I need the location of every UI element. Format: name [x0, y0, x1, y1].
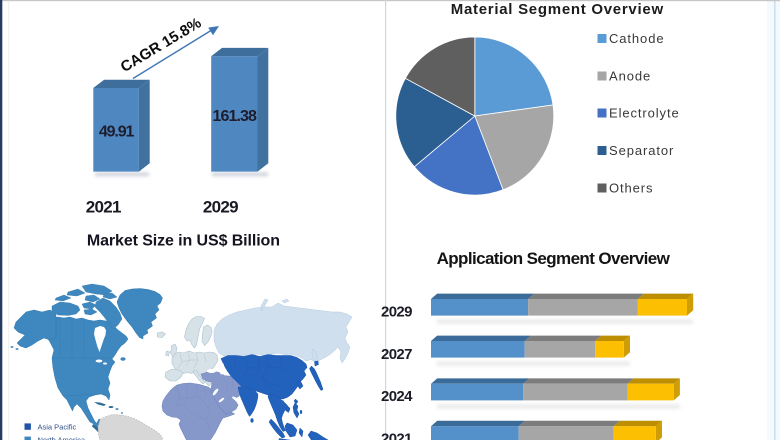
svg-text:Material Segment Overview: Material Segment Overview	[451, 1, 664, 18]
svg-text:Asia Pacific: Asia Pacific	[38, 423, 77, 432]
svg-text:Anode: Anode	[609, 69, 651, 84]
svg-text:2029: 2029	[203, 197, 238, 216]
svg-text:Others: Others	[609, 181, 653, 196]
svg-text:Cathode: Cathode	[609, 31, 664, 46]
svg-text:2029: 2029	[381, 303, 412, 320]
svg-text:49.91: 49.91	[99, 124, 135, 141]
svg-text:Application Segment Overview: Application Segment Overview	[437, 249, 671, 268]
svg-text:2024: 2024	[381, 388, 413, 405]
svg-text:2027: 2027	[381, 346, 412, 363]
svg-text:2021: 2021	[381, 431, 412, 440]
svg-text:Electrolyte: Electrolyte	[609, 106, 680, 121]
svg-text:Separator: Separator	[609, 143, 674, 158]
svg-text:Market Size in US$ Billion: Market Size in US$ Billion	[87, 233, 280, 250]
svg-text:2021: 2021	[86, 197, 121, 216]
svg-text:161.38: 161.38	[213, 108, 258, 125]
svg-text:North America: North America	[38, 436, 86, 440]
